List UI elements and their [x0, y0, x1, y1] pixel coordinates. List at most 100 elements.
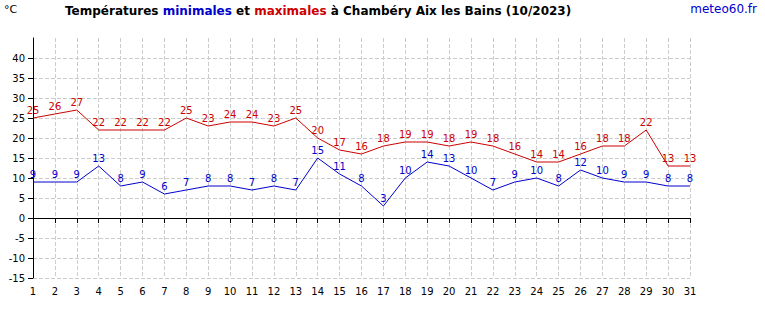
svg-text:26: 26	[574, 286, 587, 297]
svg-text:15: 15	[333, 286, 346, 297]
svg-text:-5: -5	[15, 233, 25, 244]
svg-text:14: 14	[311, 286, 324, 297]
svg-text:22: 22	[92, 117, 105, 128]
svg-text:1: 1	[30, 286, 36, 297]
svg-text:14: 14	[421, 149, 434, 160]
svg-text:10: 10	[596, 165, 609, 176]
svg-text:13: 13	[684, 153, 697, 164]
svg-text:11: 11	[246, 286, 259, 297]
svg-text:13: 13	[443, 153, 456, 164]
svg-text:5: 5	[19, 193, 25, 204]
svg-text:7: 7	[293, 177, 299, 188]
svg-text:8: 8	[687, 173, 693, 184]
svg-text:22: 22	[640, 117, 653, 128]
svg-text:8: 8	[183, 286, 189, 297]
svg-text:7: 7	[490, 177, 496, 188]
svg-text:19: 19	[421, 286, 434, 297]
svg-text:16: 16	[355, 141, 368, 152]
svg-text:19: 19	[465, 129, 478, 140]
svg-text:23: 23	[202, 113, 215, 124]
svg-text:8: 8	[271, 173, 277, 184]
svg-text:20: 20	[311, 125, 324, 136]
svg-text:20: 20	[12, 133, 25, 144]
svg-text:7: 7	[249, 177, 255, 188]
svg-text:3: 3	[74, 286, 80, 297]
svg-text:13: 13	[289, 286, 302, 297]
svg-text:7: 7	[161, 286, 167, 297]
svg-text:22: 22	[487, 286, 500, 297]
svg-text:16: 16	[508, 141, 521, 152]
svg-text:26: 26	[49, 101, 62, 112]
svg-text:10: 10	[399, 165, 412, 176]
svg-text:18: 18	[443, 133, 456, 144]
svg-text:9: 9	[139, 169, 145, 180]
svg-text:30: 30	[12, 93, 25, 104]
svg-text:22: 22	[158, 117, 171, 128]
svg-text:6: 6	[161, 181, 167, 192]
svg-text:-15: -15	[9, 273, 25, 284]
svg-text:21: 21	[465, 286, 478, 297]
svg-text:25: 25	[552, 286, 565, 297]
svg-text:15: 15	[12, 153, 25, 164]
svg-text:31: 31	[684, 286, 697, 297]
svg-text:13: 13	[92, 153, 105, 164]
svg-text:8: 8	[358, 173, 364, 184]
svg-text:25: 25	[12, 113, 25, 124]
svg-text:20: 20	[443, 286, 456, 297]
svg-text:27: 27	[596, 286, 609, 297]
svg-text:10: 10	[12, 173, 25, 184]
svg-text:28: 28	[618, 286, 631, 297]
svg-text:18: 18	[487, 133, 500, 144]
svg-text:17: 17	[377, 286, 390, 297]
svg-text:14: 14	[530, 149, 543, 160]
svg-text:22: 22	[114, 117, 127, 128]
svg-text:à Chambéry Aix les Bains (10/2: à Chambéry Aix les Bains (10/2023)	[327, 4, 572, 18]
svg-text:8: 8	[555, 173, 561, 184]
svg-text:40: 40	[12, 53, 25, 64]
svg-text:9: 9	[621, 169, 627, 180]
svg-text:9: 9	[512, 169, 518, 180]
svg-text:24: 24	[246, 109, 259, 120]
svg-text:8: 8	[227, 173, 233, 184]
svg-text:15: 15	[311, 145, 324, 156]
svg-text:5: 5	[117, 286, 123, 297]
svg-text:2: 2	[52, 286, 58, 297]
svg-text:meteo60.fr: meteo60.fr	[690, 2, 757, 16]
svg-text:19: 19	[421, 129, 434, 140]
svg-text:3: 3	[380, 193, 386, 204]
svg-text:12: 12	[574, 157, 587, 168]
svg-text:9: 9	[74, 169, 80, 180]
svg-text:11: 11	[333, 161, 346, 172]
svg-text:9: 9	[52, 169, 58, 180]
svg-text:0: 0	[19, 213, 25, 224]
svg-text:9: 9	[30, 169, 36, 180]
svg-text:24: 24	[530, 286, 543, 297]
svg-text:18: 18	[596, 133, 609, 144]
svg-text:24: 24	[224, 109, 237, 120]
svg-text:minimales: minimales	[163, 4, 232, 18]
svg-text:16: 16	[355, 286, 368, 297]
svg-text:6: 6	[139, 286, 145, 297]
svg-text:7: 7	[183, 177, 189, 188]
svg-text:22: 22	[136, 117, 149, 128]
svg-text:10: 10	[530, 165, 543, 176]
svg-text:8: 8	[117, 173, 123, 184]
svg-text:-10: -10	[9, 253, 25, 264]
svg-text:18: 18	[377, 133, 390, 144]
svg-text:9: 9	[205, 286, 211, 297]
svg-text:et: et	[232, 4, 254, 18]
svg-text:10: 10	[224, 286, 237, 297]
svg-text:12: 12	[268, 286, 281, 297]
svg-text:14: 14	[552, 149, 565, 160]
svg-text:10: 10	[465, 165, 478, 176]
svg-text:maximales: maximales	[254, 4, 326, 18]
svg-text:4: 4	[96, 286, 102, 297]
svg-text:35: 35	[12, 73, 25, 84]
svg-text:9: 9	[643, 169, 649, 180]
svg-text:30: 30	[662, 286, 675, 297]
svg-text:19: 19	[399, 129, 412, 140]
svg-text:8: 8	[205, 173, 211, 184]
svg-text:18: 18	[399, 286, 412, 297]
svg-text:25: 25	[180, 105, 193, 116]
svg-text:23: 23	[268, 113, 281, 124]
